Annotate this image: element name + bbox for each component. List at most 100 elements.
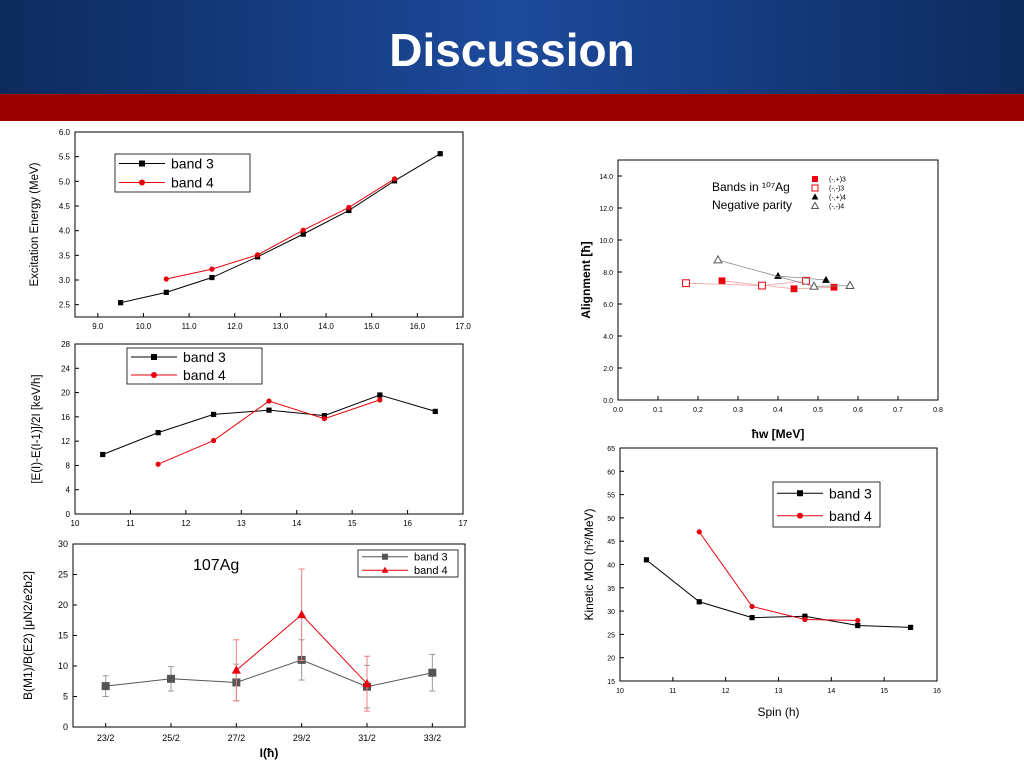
y-tick-label: 20 (607, 656, 615, 663)
data-point (163, 289, 169, 295)
y-tick-label: 15 (58, 631, 68, 641)
legend-marker (811, 193, 819, 200)
legend-marker (382, 553, 388, 560)
chart-annotation: 107Ag (193, 557, 239, 574)
y-tick-label: 5 (63, 692, 68, 702)
y-tick-label: 25 (607, 632, 615, 639)
data-point (749, 603, 755, 610)
x-tick-label: 27/2 (228, 733, 246, 743)
y-tick-label: 10.0 (599, 238, 613, 245)
series-line (698, 531, 858, 621)
legend-label: band 3 (414, 552, 448, 564)
data-point (855, 617, 861, 624)
y-tick-label: 28 (61, 340, 70, 349)
legend-label: (-,+)4 (829, 195, 846, 202)
legend-box (126, 347, 263, 385)
kinetic-moi-chart: 15 20 25 30 35 40 45 50 55 60 65 10 11 12 13 14 15 16 Kine… (582, 446, 941, 719)
data-point (790, 285, 798, 293)
energy-difference-chart: 0 4 8 12 16 20 24 28 10 11 12 13 14 15 16 17 [E(I)-E(I-1… (31, 340, 468, 528)
y-tick-label: 24 (61, 364, 70, 373)
legend-marker (139, 179, 145, 186)
legend-marker (139, 160, 145, 167)
y-tick-label: 30 (607, 609, 615, 616)
x-tick-label: 33/2 (424, 733, 442, 743)
slide-title: Discussion (389, 24, 635, 76)
y-tick-label: 20 (61, 389, 70, 398)
x-axis-label: I(ħ) (260, 746, 279, 760)
data-point (802, 616, 808, 623)
legend-title: Bands in ¹⁰⁷Ag (712, 180, 790, 194)
data-point (167, 674, 175, 683)
y-axis-label: [E(I)-E(I-1)]/2I [keV/h] (31, 374, 43, 483)
data-point (809, 281, 819, 290)
y-tick-label: 8 (66, 461, 71, 470)
y-tick-label: 2.5 (59, 301, 71, 310)
series-1 (718, 277, 838, 293)
data-point (100, 451, 106, 458)
x-tick-label: 14.0 (318, 322, 334, 331)
data-point (346, 207, 352, 214)
x-tick-label: 10 (71, 519, 80, 528)
legend-marker (810, 201, 820, 210)
data-point (118, 300, 124, 306)
data-point (907, 624, 914, 631)
data-point (437, 151, 443, 157)
x-tick-label: 11.0 (182, 322, 198, 331)
x-tick-label: 11 (126, 519, 135, 528)
x-tick-label: 11 (669, 688, 676, 695)
data-point (362, 678, 372, 688)
x-tick-label: 16 (933, 688, 941, 695)
legend-label: band 4 (414, 565, 448, 577)
y-tick-label: 0 (66, 510, 71, 519)
data-point (321, 416, 328, 422)
x-tick-label: 12.0 (227, 322, 243, 331)
x-tick-label: 0.3 (733, 407, 743, 414)
y-tick-label: 50 (607, 516, 615, 523)
data-point (696, 599, 702, 605)
legend-label: band 3 (171, 156, 214, 172)
legend-label: band 3 (183, 349, 226, 365)
data-point (209, 266, 215, 272)
legend-marker (812, 176, 818, 182)
y-tick-label: 12.0 (599, 206, 613, 213)
y-tick-label: 4 (66, 486, 71, 495)
x-tick-label: 13 (775, 688, 783, 695)
x-tick-label: 0.0 (613, 407, 623, 414)
x-axis-label: ħw [MeV] (752, 427, 805, 441)
y-tick-label: 16 (61, 413, 70, 422)
legend-label: (-,-)3 (829, 186, 844, 193)
y-axis-label: Alignment [ħ] (579, 241, 593, 318)
x-tick-label: 0.2 (693, 407, 703, 414)
data-point (377, 392, 383, 398)
y-tick-label: 65 (607, 446, 615, 453)
x-tick-label: 14 (292, 519, 301, 528)
y-tick-label: 5.5 (59, 153, 71, 162)
y-tick-label: 4.5 (59, 202, 71, 211)
series-1 (643, 557, 914, 631)
y-axis-label: B(M1)/B(E2) [μN2/e2b2] (21, 571, 35, 700)
y-axis-label: Excitation Energy (MeV) (29, 162, 41, 286)
series-4 (713, 254, 855, 290)
data-point (682, 279, 690, 288)
x-tick-label: 0.4 (773, 407, 783, 414)
y-tick-label: 5.0 (59, 177, 71, 186)
legend-box (772, 481, 881, 528)
x-tick-label: 16 (403, 519, 412, 528)
x-tick-label: 0.7 (893, 407, 903, 414)
series-line (646, 559, 911, 628)
data-point (749, 615, 755, 621)
data-point (391, 176, 398, 182)
data-point (231, 665, 241, 674)
legend-label: (-,+)3 (829, 177, 846, 184)
y-tick-label: 14.0 (599, 174, 613, 181)
slide-header (0, 0, 1024, 94)
data-point (297, 609, 307, 619)
legend-marker (797, 490, 803, 497)
x-tick-label: 25/2 (162, 733, 180, 743)
x-tick-label: 17 (459, 519, 468, 528)
data-point (643, 557, 650, 563)
legend-marker (811, 184, 819, 192)
